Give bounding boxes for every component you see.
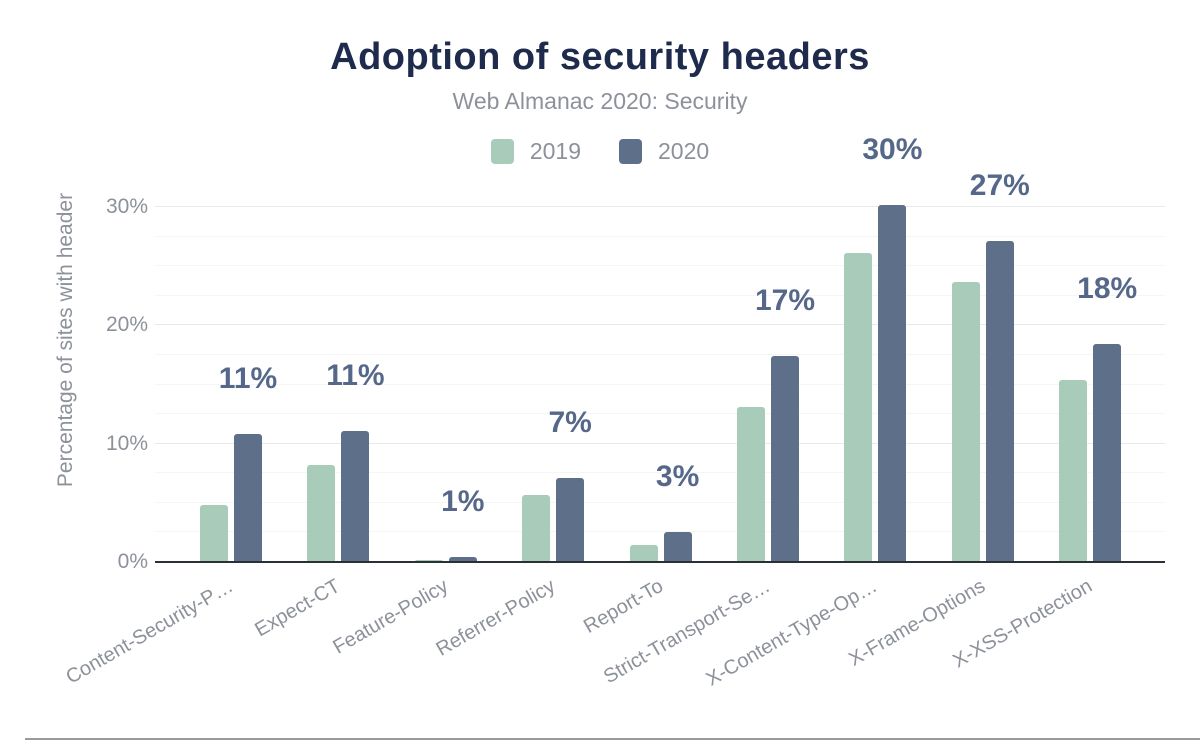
bar-2019[interactable] [951, 281, 980, 562]
bar-2020[interactable] [1093, 344, 1122, 562]
bar-value-label: 27% [969, 169, 1030, 203]
plot-area: 11% 11% 1% 7% 3% 17% 30% 27% 18% [155, 133, 1165, 563]
x-axis-line [155, 561, 1165, 563]
bar-2020[interactable] [341, 430, 370, 562]
bar-value-label: 1% [441, 485, 485, 519]
bar-value-label: 30% [862, 132, 923, 166]
chart-title: Adoption of security headers [330, 36, 870, 78]
gridline-minor [155, 531, 1165, 533]
legend: 2019 2020 [0, 138, 1200, 165]
gridline-minor [155, 501, 1165, 503]
bar-2020[interactable] [878, 204, 907, 562]
gridline-major [155, 324, 1165, 326]
bottom-divider-line [25, 738, 1200, 740]
legend-item-2019[interactable]: 2019 [490, 138, 581, 165]
bar-value-label: 18% [1077, 272, 1138, 306]
gridline-minor [155, 353, 1165, 355]
bar-2019[interactable] [522, 494, 551, 562]
bar-2019[interactable] [1059, 379, 1088, 562]
bar-2020[interactable] [771, 356, 799, 562]
bar-2020[interactable] [985, 241, 1014, 562]
legend-item-2020[interactable]: 2020 [619, 138, 709, 165]
legend-swatch-2019 [490, 139, 514, 164]
legend-label-2020: 2020 [658, 138, 710, 164]
bar-2019[interactable] [844, 253, 873, 562]
gridline-major [155, 206, 1165, 207]
bar-value-label: 11% [326, 358, 385, 392]
bar-value-label: 11% [218, 362, 278, 396]
bar-2019[interactable] [200, 505, 228, 562]
bar-2020[interactable] [663, 532, 692, 562]
gridline-major [155, 442, 1165, 444]
bar-2020[interactable] [234, 434, 262, 562]
gridline-minor [155, 294, 1165, 296]
bar-2019[interactable] [629, 545, 658, 562]
y-tick-label: 10% [105, 431, 148, 455]
y-tick-label: 30% [105, 195, 148, 218]
legend-label-2019: 2019 [529, 138, 581, 164]
bar-value-label: 7% [548, 405, 592, 439]
chart-subtitle: Web Almanac 2020: Security [452, 88, 748, 114]
y-tick-label: 20% [105, 313, 148, 337]
gridline-minor [155, 265, 1165, 267]
gridline-minor [155, 235, 1165, 237]
y-tick-label: 0% [117, 550, 148, 573]
bar-2019[interactable] [737, 406, 765, 562]
legend-swatch-2020 [619, 139, 642, 164]
bar-value-label: 3% [655, 460, 700, 494]
bar-2019[interactable] [307, 464, 336, 562]
gridline-minor [155, 472, 1165, 474]
bar-2019[interactable] [414, 559, 443, 562]
bar-2020[interactable] [556, 477, 585, 562]
bar-2020[interactable] [448, 557, 477, 562]
bar-value-label: 17% [754, 284, 816, 318]
gridline-minor [155, 413, 1165, 415]
gridline-minor [155, 383, 1165, 385]
